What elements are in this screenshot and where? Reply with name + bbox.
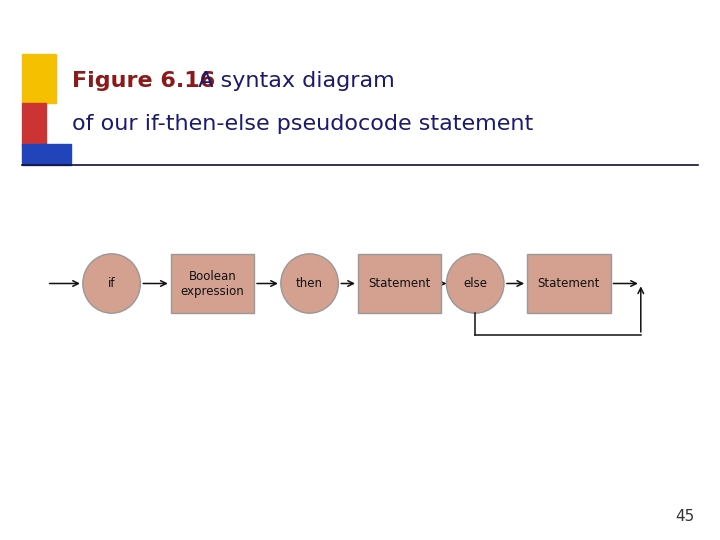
Bar bbox=[22, 103, 46, 146]
Text: else: else bbox=[463, 277, 487, 290]
Ellipse shape bbox=[446, 254, 504, 313]
Text: Boolean
expression: Boolean expression bbox=[181, 269, 244, 298]
Text: Statement: Statement bbox=[369, 277, 431, 290]
Text: then: then bbox=[296, 277, 323, 290]
Bar bbox=[527, 254, 611, 313]
Ellipse shape bbox=[281, 254, 338, 313]
Text: A syntax diagram: A syntax diagram bbox=[184, 71, 395, 91]
Text: if: if bbox=[108, 277, 115, 290]
Text: Statement: Statement bbox=[538, 277, 600, 290]
Text: of our if-then-else pseudocode statement: of our if-then-else pseudocode statement bbox=[72, 114, 534, 134]
Text: 45: 45 bbox=[675, 509, 695, 524]
Bar bbox=[358, 254, 441, 313]
Text: Figure 6.16: Figure 6.16 bbox=[72, 71, 215, 91]
Ellipse shape bbox=[83, 254, 140, 313]
Bar bbox=[22, 54, 56, 103]
Bar bbox=[22, 144, 71, 165]
Bar bbox=[171, 254, 254, 313]
